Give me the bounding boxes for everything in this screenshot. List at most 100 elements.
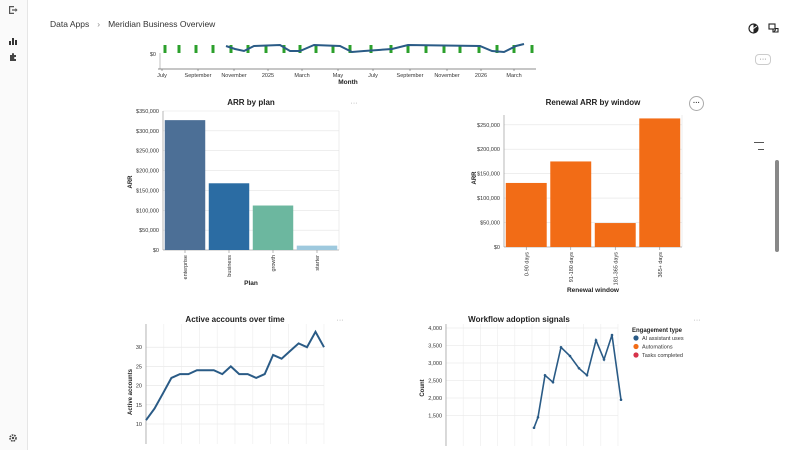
- bar-business: [208, 183, 250, 250]
- puzzle-icon[interactable]: [6, 50, 20, 64]
- x-tick-label: enterprise: [183, 255, 189, 279]
- chart-title: Workflow adoption signals: [468, 315, 570, 324]
- y-tick-label: $150,000: [477, 172, 500, 178]
- data-point: [551, 380, 555, 384]
- workflow-more-button[interactable]: ···: [689, 315, 705, 326]
- timeline-bar: [369, 45, 373, 53]
- legend-title: Engagement type: [632, 328, 683, 334]
- chart-title: Renewal ARR by window: [546, 98, 642, 107]
- active-accounts-more-button[interactable]: ···: [332, 315, 348, 326]
- legend-label: AI assistant uses: [642, 336, 684, 342]
- share-icon[interactable]: [765, 20, 781, 36]
- data-point: [543, 373, 547, 377]
- timeline-tick-label: March: [294, 73, 309, 79]
- timeline-bar: [298, 45, 302, 53]
- timeline-tick-label: 2025: [262, 73, 274, 79]
- timeline-tick-label: November: [221, 73, 247, 79]
- y-axis-title: ARR: [472, 171, 478, 185]
- arr-plan-more-button[interactable]: ···: [346, 98, 362, 109]
- exit-icon[interactable]: [6, 3, 20, 17]
- x-tick-label: business: [227, 255, 233, 277]
- timeline-bar: [512, 45, 516, 53]
- timeline-tick-label: September: [397, 73, 424, 79]
- gear-icon[interactable]: [6, 431, 20, 445]
- timeline-tick-label: November: [434, 73, 460, 79]
- legend-swatch: [633, 343, 639, 350]
- y-tick-label: 2,000: [428, 396, 442, 402]
- breadcrumb-separator: ›: [97, 19, 101, 29]
- section-marker-line: [758, 149, 764, 150]
- timeline-bar: [194, 45, 198, 53]
- scrollbar-thumb[interactable]: [775, 160, 779, 252]
- theme-icon[interactable]: [745, 20, 761, 36]
- y-tick-label: 25: [136, 364, 142, 370]
- data-point: [610, 333, 614, 337]
- page-more-button[interactable]: ···: [755, 54, 771, 65]
- y-tick-label: $150,000: [136, 188, 159, 194]
- ai-assistant-line: [533, 334, 622, 429]
- y-tick-label: 10: [136, 422, 142, 428]
- y-tick-label: $100,000: [136, 208, 159, 214]
- x-tick-label: 181-365 days: [613, 252, 619, 286]
- y-tick-label: $250,000: [477, 123, 500, 129]
- timeline-bar: [495, 45, 499, 53]
- x-tick-label: growth: [271, 255, 277, 272]
- y-tick-label: $300,000: [136, 129, 159, 135]
- timeline-tick-label: July: [157, 73, 167, 79]
- bar-0-90-days: [505, 182, 547, 247]
- renewal-more-button[interactable]: ···: [689, 96, 704, 111]
- timeline-tick-label: March: [506, 73, 521, 79]
- timeline-bar: [458, 45, 462, 53]
- bar-enterprise: [164, 120, 206, 251]
- timeline-bar: [442, 45, 446, 53]
- workflow-adoption-chart: Workflow adoption signals 1,500 2,000 2,50…: [420, 315, 684, 446]
- timeline-bar: [477, 45, 481, 53]
- x-tick-label: 0-90 days: [524, 252, 530, 276]
- x-axis-title: Renewal window: [567, 287, 620, 294]
- y-tick-label: 20: [136, 384, 142, 390]
- y-axis-title: Count: [420, 379, 426, 396]
- bar-chart-icon[interactable]: [6, 34, 20, 48]
- x-axis-title: Plan: [244, 280, 258, 287]
- y-tick-label: $200,000: [477, 147, 500, 153]
- legend-swatch: [633, 352, 639, 358]
- y-tick-label: $50,000: [139, 228, 159, 234]
- timeline-x-axis-title: Month: [338, 79, 358, 86]
- data-point: [568, 354, 572, 358]
- y-tick-label: 4,000: [428, 326, 442, 332]
- data-point: [594, 338, 598, 342]
- legend-label: Tasks completed: [642, 353, 683, 359]
- data-point: [585, 373, 589, 377]
- timeline-bar: [530, 45, 534, 53]
- data-point: [619, 398, 623, 402]
- breadcrumb-root[interactable]: Data Apps: [50, 19, 90, 29]
- data-point: [602, 358, 606, 361]
- timeline-bar: [264, 45, 268, 53]
- y-tick-label: $350,000: [136, 109, 159, 115]
- bar-starter: [296, 245, 338, 250]
- bar-91-180-days: [550, 161, 592, 247]
- arr-by-plan-chart: ARR by plan $0 $50,000 $100,000 $150,000 $20…: [128, 98, 340, 287]
- y-tick-label: 1,500: [428, 414, 442, 420]
- timeline-bar: [406, 45, 410, 53]
- renewal-arr-chart: Renewal ARR by window $0 $50,000 $100,000 $…: [472, 98, 683, 294]
- y-tick-label: $50,000: [480, 221, 500, 227]
- y-tick-label: $0: [153, 248, 159, 254]
- timeline-bar: [211, 45, 215, 53]
- timeline-y-tick: $0: [150, 52, 156, 58]
- timeline-bar: [163, 45, 167, 53]
- breadcrumb: Data Apps › Meridian Business Overview: [50, 19, 215, 29]
- chart-title: ARR by plan: [227, 98, 275, 107]
- y-axis-title: ARR: [128, 175, 134, 189]
- timeline-tick-label: September: [185, 73, 212, 79]
- bar-growth: [252, 205, 294, 250]
- timeline-bar: [331, 45, 335, 53]
- timeline-bar: [424, 45, 428, 53]
- timeline-chart: $0 July September November 2025 March May July…: [150, 43, 536, 86]
- timeline-bar: [314, 45, 318, 53]
- data-point: [536, 415, 540, 419]
- x-tick-label: starter: [315, 255, 321, 271]
- data-point: [532, 426, 536, 430]
- timeline-bar: [229, 45, 233, 53]
- y-tick-label: 3,000: [428, 361, 442, 367]
